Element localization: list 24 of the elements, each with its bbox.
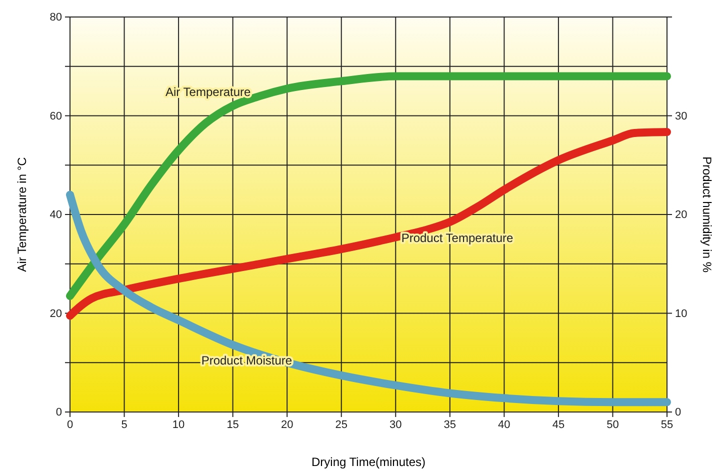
y-tick-label: 0 [56, 406, 62, 419]
y-axis-title: Air Temperature in °C [15, 156, 29, 272]
x-tick-label: 20 [280, 418, 294, 431]
x-tick-label: 10 [172, 418, 185, 431]
y2-tick-label: 10 [675, 308, 688, 320]
x-tick-label: 0 [66, 418, 74, 431]
x-tick-label: 25 [335, 418, 348, 431]
y2-tick-label: 20 [675, 209, 688, 222]
y-tick-label: 20 [50, 308, 62, 320]
x-tick-label: 15 [226, 418, 239, 431]
y-tick-label: 60 [50, 110, 62, 122]
x-tick-label: 35 [444, 418, 456, 431]
y-tick-label: 40 [50, 209, 62, 222]
y2-tick-label: 0 [675, 406, 682, 419]
x-tick-label: 55 [660, 418, 674, 431]
x-axis-title: Drying Time(minutes) [311, 455, 426, 469]
x-tick-label: 45 [552, 418, 565, 431]
x-tick-label: 30 [390, 418, 402, 431]
x-tick-label: 40 [498, 418, 510, 431]
y-tick-label: 80 [50, 12, 62, 24]
y2-tick-label: 30 [675, 110, 688, 122]
x-tick-label: 50 [606, 418, 619, 431]
x-tick-label: 5 [121, 418, 128, 431]
y2-axis-title: Product humidity in % [700, 156, 714, 273]
